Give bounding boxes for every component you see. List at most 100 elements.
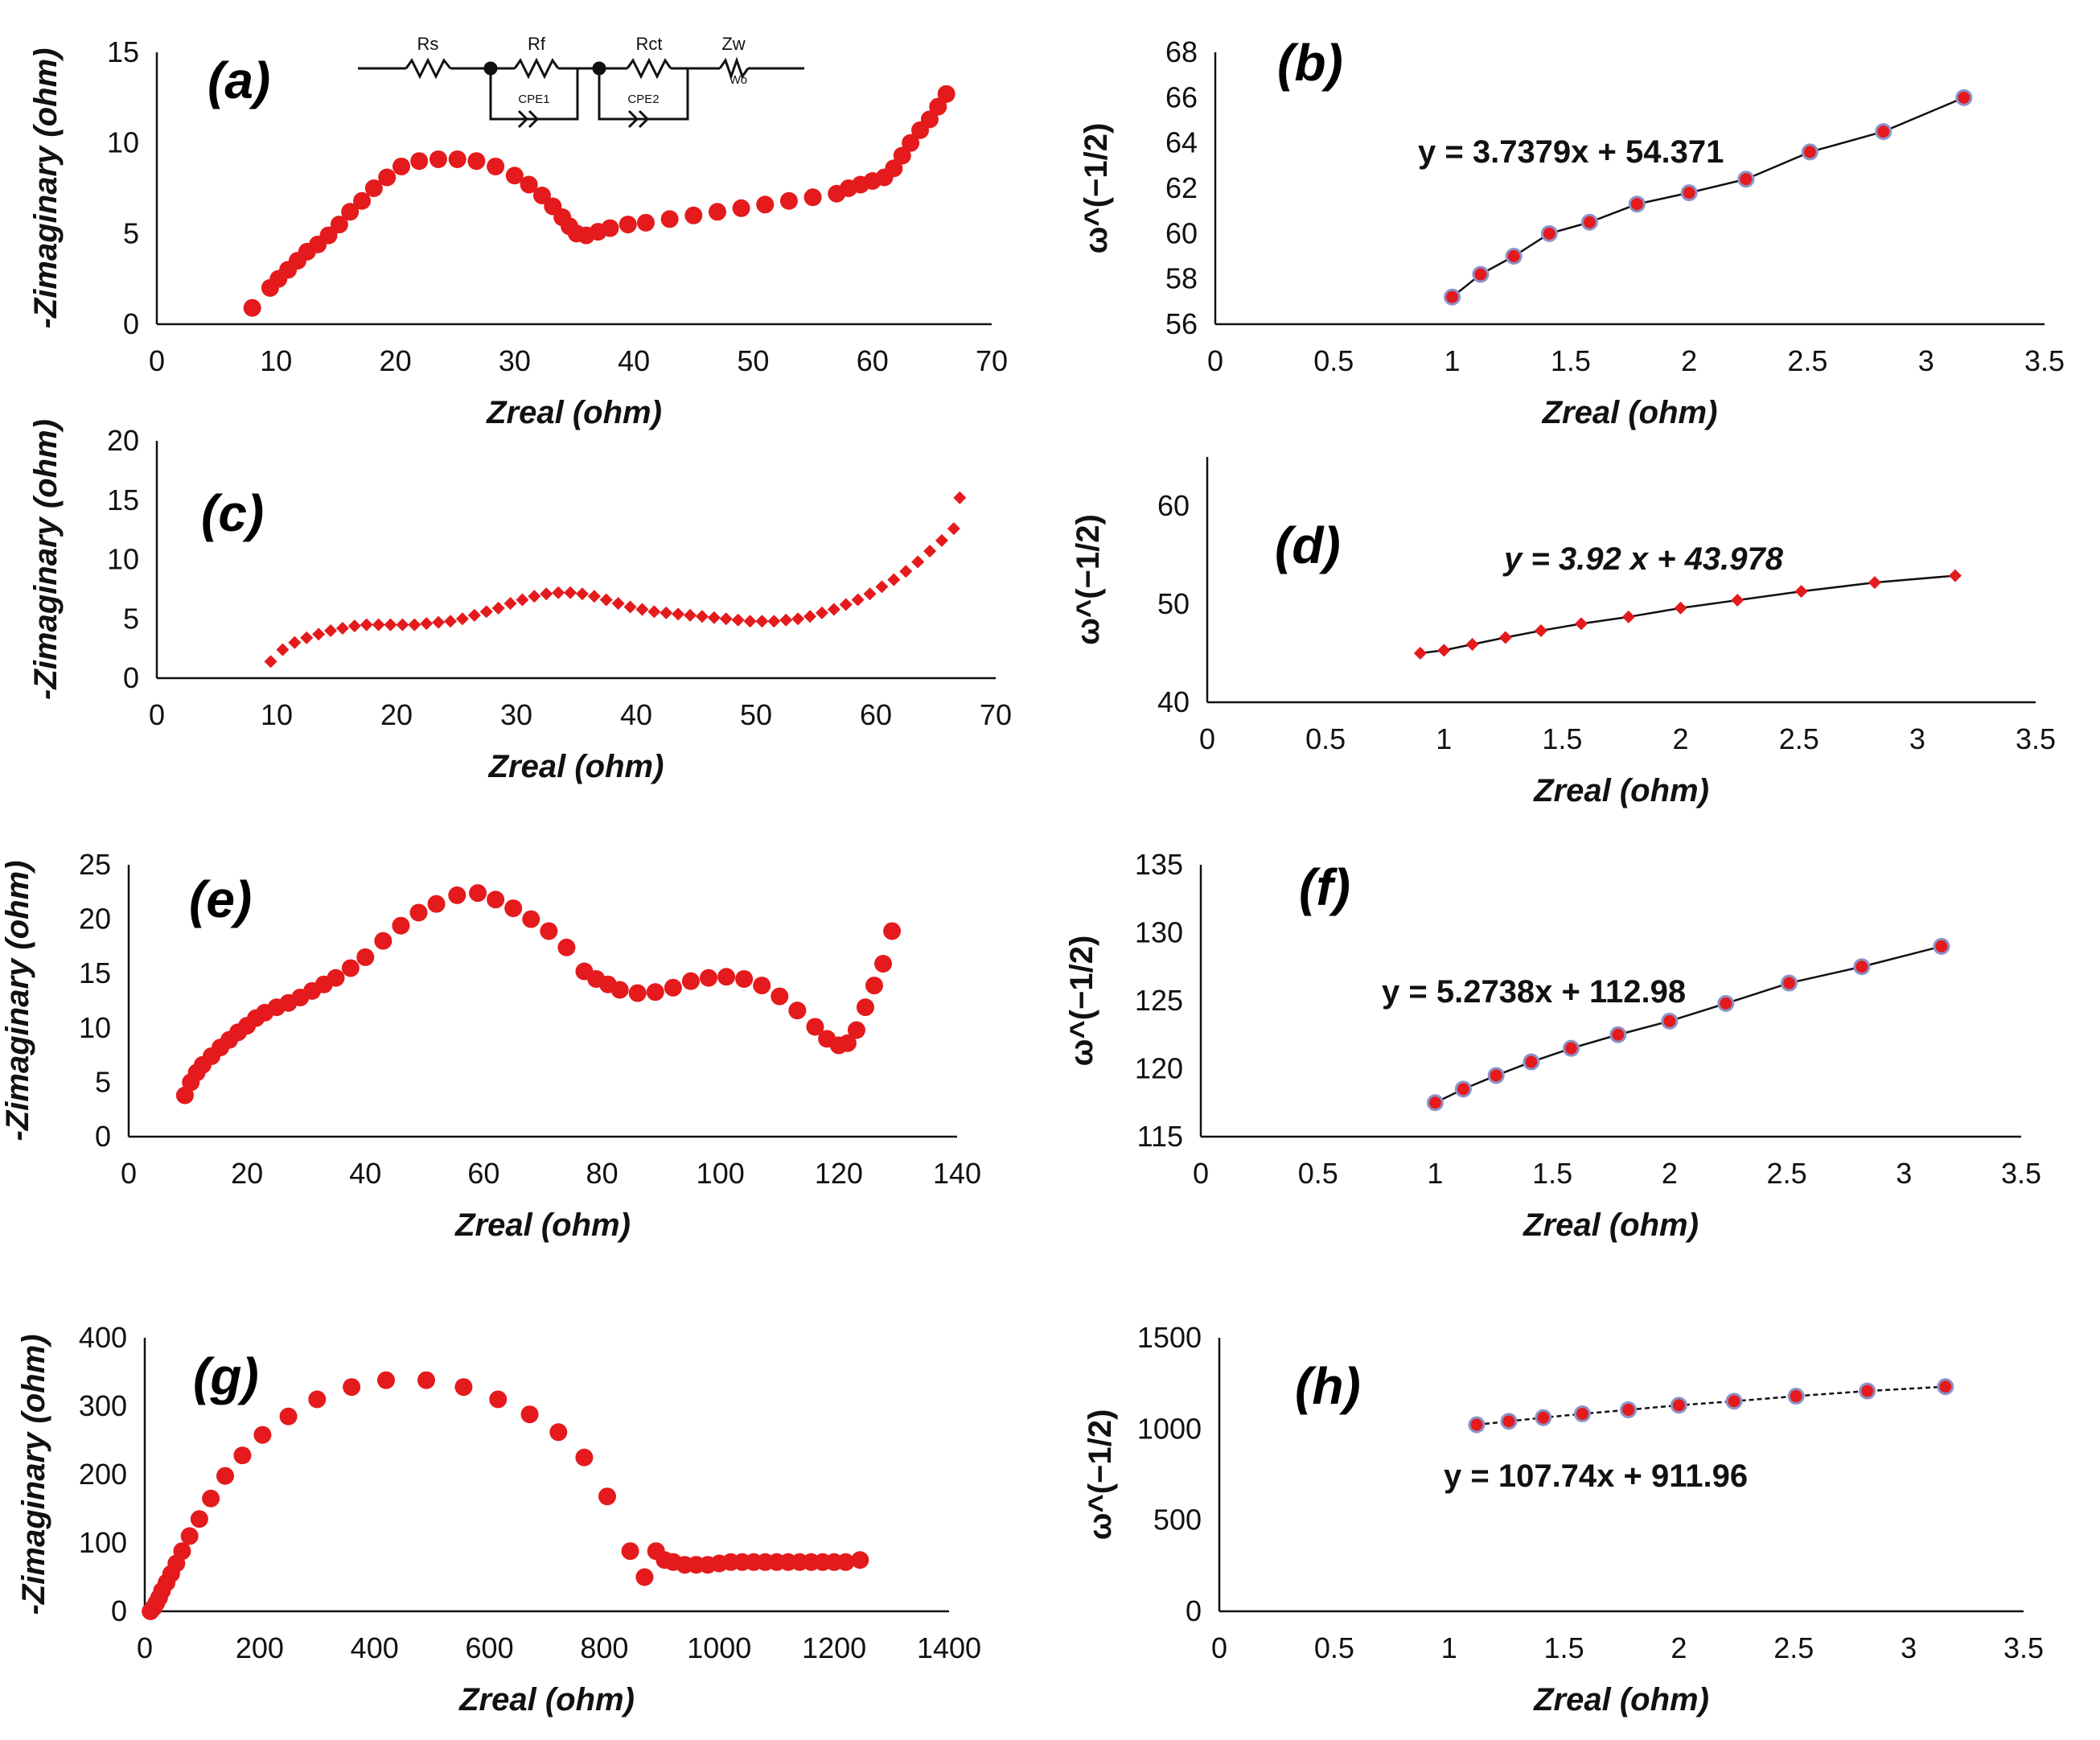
- data-point: [575, 587, 589, 601]
- x-tick-label: 3.5: [2001, 1157, 2041, 1190]
- y-axis-label: ω^(−1/2): [1071, 514, 1106, 645]
- y-tick-label: 50: [1157, 587, 1190, 620]
- data-point: [755, 615, 769, 628]
- y-tick-label: 64: [1165, 126, 1198, 159]
- data-point: [276, 643, 290, 656]
- circuit-label-rs: Rs: [417, 34, 439, 54]
- x-tick-label: 0: [121, 1157, 137, 1190]
- data-point: [549, 1423, 568, 1442]
- y-tick-label: 0: [111, 1594, 127, 1627]
- x-axis-label: Zreal (ohm): [1533, 1682, 1709, 1717]
- data-point: [353, 191, 372, 210]
- data-point: [635, 1568, 654, 1586]
- data-point: [505, 167, 524, 185]
- data-point: [1801, 143, 1818, 161]
- data-point: [491, 601, 505, 615]
- x-tick-label: 0: [149, 344, 165, 377]
- data-point: [202, 1489, 220, 1508]
- x-axis-label: Zreal (ohm): [1523, 1207, 1699, 1243]
- data-point: [587, 590, 601, 603]
- panel-label: (f): [1299, 858, 1350, 916]
- y-tick-label: 1000: [1137, 1412, 1202, 1445]
- data-point: [1674, 601, 1687, 615]
- data-point: [732, 199, 750, 217]
- data-point: [684, 206, 703, 224]
- panel-label: (e): [189, 870, 252, 928]
- data-point: [427, 895, 446, 913]
- x-tick-label: 0: [149, 698, 165, 731]
- data-point: [300, 631, 314, 644]
- y-tick-label: 10: [79, 1011, 111, 1044]
- y-tick-label: 1500: [1137, 1321, 1202, 1354]
- x-tick-label: 2.5: [1787, 344, 1827, 377]
- data-point: [911, 555, 925, 569]
- y-axis-label: ω^(−1/2): [1083, 1409, 1118, 1540]
- y-tick-label: 120: [1135, 1052, 1183, 1085]
- data-point: [327, 969, 345, 987]
- cpe2-loop: [598, 68, 689, 121]
- data-point: [540, 587, 553, 601]
- data-point: [392, 157, 410, 175]
- cpe2-symbol-2: [638, 109, 650, 129]
- data-point: [520, 1405, 539, 1424]
- data-point: [516, 593, 529, 607]
- x-tick-label: 0: [1193, 1157, 1209, 1190]
- y-tick-label: 56: [1165, 307, 1198, 340]
- data-point: [1737, 171, 1755, 188]
- y-tick-label: 5: [95, 1065, 111, 1098]
- data-point: [647, 605, 661, 619]
- x-tick-label: 3.5: [2003, 1631, 2044, 1664]
- fit-equation: y = 3.7379x + 54.371: [1418, 134, 1724, 170]
- x-tick-label: 0.5: [1305, 722, 1346, 755]
- y-tick-label: 400: [79, 1321, 127, 1354]
- data-point: [1437, 644, 1451, 657]
- data-point: [1454, 1080, 1472, 1098]
- x-axis-label: Zreal (ohm): [458, 1682, 635, 1717]
- data-point: [899, 565, 913, 578]
- data-point: [532, 187, 551, 205]
- panel-c: 0 10 20 30 40 50 60 70 0 5 10 15 20 Zreal (ohm) -Zimag…: [28, 419, 1012, 784]
- x-axis-label: Zreal (ohm): [488, 749, 664, 784]
- x-tick-label: 2: [1681, 344, 1697, 377]
- y-axis-label: ω^(−1/2): [1064, 936, 1099, 1067]
- data-point: [564, 586, 577, 599]
- data-point: [874, 955, 893, 973]
- panel-label: (g): [193, 1347, 259, 1405]
- data-point: [717, 968, 736, 986]
- x-tick-label: 800: [580, 1631, 628, 1664]
- y-tick-label: 0: [1186, 1594, 1202, 1627]
- data-point: [1500, 1413, 1518, 1430]
- x-tick-label: 0: [1207, 344, 1223, 377]
- panel-e: 0 20 40 60 80 100 120 140 0 5 10 15 20 25 Zreal (ohm) -…: [0, 848, 981, 1243]
- y-tick-label: 500: [1153, 1503, 1202, 1536]
- data-point: [1948, 569, 1962, 582]
- panel-a: 0 10 20 30 40 50 60 70 0 5 10 15 Zreal (ohm) -Zimagin…: [28, 35, 1008, 430]
- y-tick-label: 5: [123, 602, 139, 635]
- data-point: [444, 615, 458, 628]
- data-point: [341, 203, 360, 221]
- data-point: [672, 607, 685, 621]
- x-tick-label: 1: [1427, 1157, 1443, 1190]
- x-tick-label: 1.5: [1542, 722, 1582, 755]
- panel-h: 0 0.5 1 1.5 2 2.5 3 3.5 0 500 1000 1500 Zreal (ohm) ω…: [1083, 1321, 2044, 1717]
- data-point: [335, 622, 349, 636]
- panel-label: (b): [1277, 34, 1343, 92]
- data-point: [1868, 576, 1881, 590]
- data-point: [1413, 647, 1427, 660]
- x-tick-label: 3: [1918, 344, 1934, 377]
- y-tick-label: 20: [79, 903, 111, 936]
- data-point: [341, 959, 360, 977]
- data-point: [767, 615, 781, 628]
- panel-d: 0 0.5 1 1.5 2 2.5 3 3.5 40 50 60 Zreal (ohm) ω^(−1/2…: [1071, 457, 2056, 808]
- panel-f: 0 0.5 1 1.5 2 2.5 3 3.5 115 120 125 130 135 Zreal (oh…: [1064, 848, 2041, 1243]
- y-tick-label: 10: [107, 543, 139, 576]
- circuit-label-zw: Zw: [721, 34, 745, 54]
- data-point: [1609, 1026, 1627, 1043]
- x-tick-label: 10: [261, 698, 293, 731]
- data-point: [1487, 1067, 1505, 1084]
- data-point: [1731, 594, 1745, 607]
- x-tick-label: 1400: [917, 1631, 981, 1664]
- data-point: [279, 1407, 298, 1425]
- data-point: [707, 611, 721, 624]
- data-point: [487, 891, 505, 909]
